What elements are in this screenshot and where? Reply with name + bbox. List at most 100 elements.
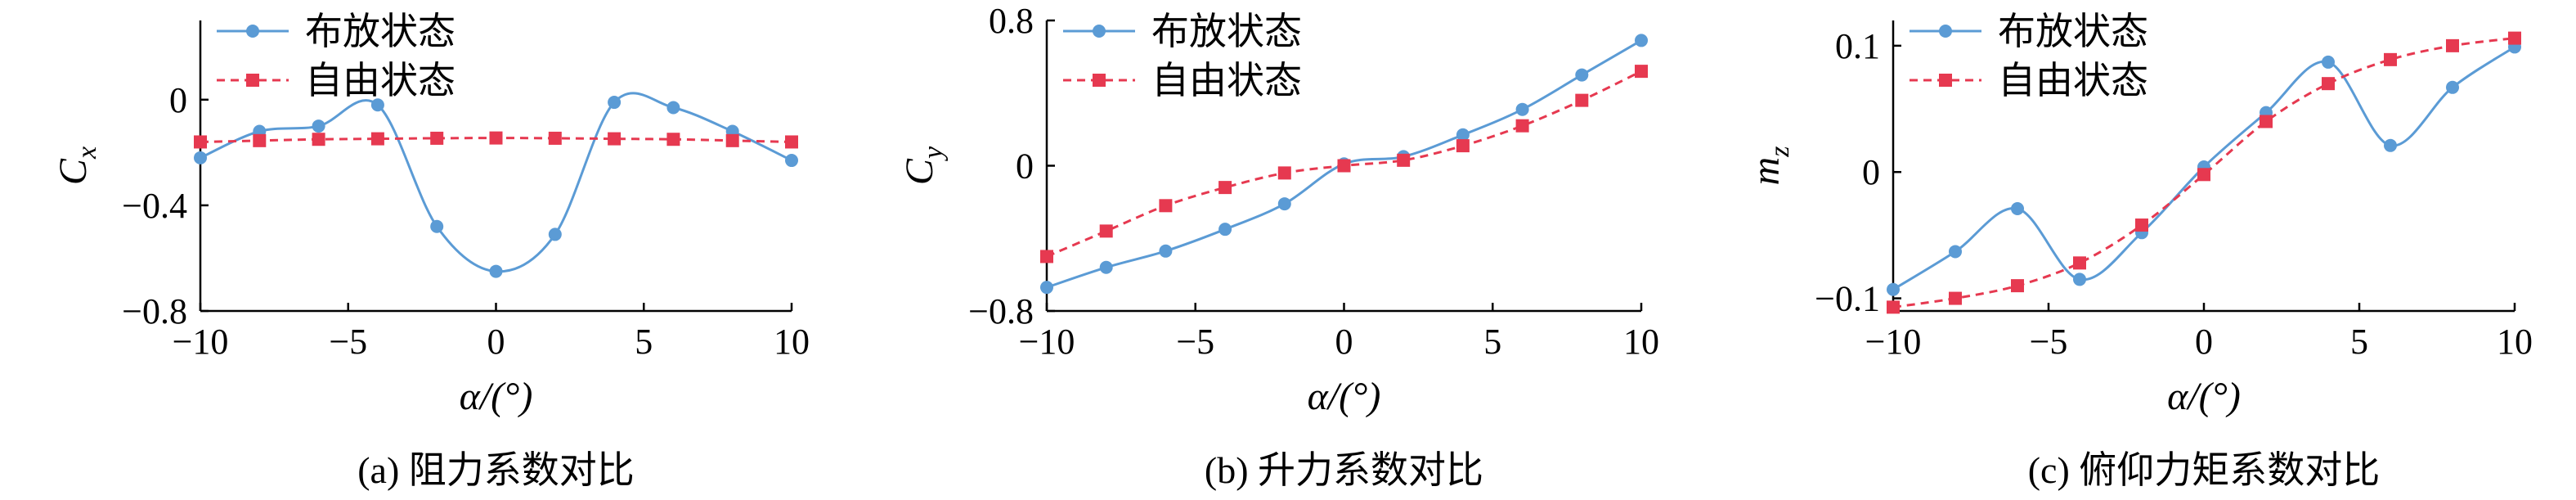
data-point-deployed	[2384, 138, 2397, 152]
x-axis-label: α/(°)	[1308, 375, 1381, 418]
data-point-free	[2197, 168, 2210, 182]
data-point-deployed	[1218, 223, 1232, 236]
data-point-deployed	[1949, 245, 1962, 259]
y-tick-label: −0.8	[968, 291, 1034, 331]
y-axis-subscript: x	[72, 146, 102, 160]
data-point-free	[1949, 291, 1962, 305]
y-tick-label: 0	[169, 80, 187, 120]
series-line-deployed	[200, 92, 792, 273]
panel-caption: (c) 俯仰力矩系数对比	[2028, 449, 2381, 491]
panel-drag-coefficient: −10 −5 0 5 10 0 −0.4 −0.8 Cx α/(°) (a) 阻力系数对比 布放状态自…	[52, 11, 810, 491]
legend-swatch-marker	[1093, 74, 1106, 87]
legend-swatch-marker	[1093, 25, 1106, 38]
x-tick-label: 5	[2350, 322, 2368, 362]
data-point-free	[2073, 256, 2086, 270]
data-point-deployed	[2073, 273, 2086, 286]
legend-item-free: 自由状态	[217, 60, 456, 101]
data-point-free	[2384, 52, 2397, 66]
data-point-deployed	[2322, 55, 2335, 69]
y-axis-label: mz	[1744, 146, 1795, 186]
legend-label: 布放状态	[1998, 11, 2148, 52]
data-point-free	[1635, 65, 1648, 79]
data-point-free	[2260, 115, 2273, 128]
data-point-free	[1159, 199, 1173, 213]
y-axis-label: Cy	[898, 146, 949, 185]
y-axis-label: Cx	[52, 146, 102, 185]
data-point-free	[608, 132, 622, 146]
legend-item-deployed: 布放状态	[1910, 11, 2148, 52]
legend-item-free: 自由状态	[1910, 60, 2148, 101]
data-point-deployed	[312, 119, 325, 133]
y-axis-symbol: C	[52, 158, 95, 185]
x-tick-label: 0	[487, 322, 505, 362]
series-free	[194, 131, 798, 149]
data-point-deployed	[608, 96, 622, 110]
data-point-deployed	[370, 98, 384, 112]
data-point-free	[2135, 218, 2148, 232]
data-point-free	[1277, 166, 1291, 180]
data-point-deployed	[1887, 282, 1900, 296]
y-axis-symbol: m	[1744, 157, 1788, 186]
x-tick-label: −5	[1176, 322, 1214, 362]
y-tick-label: 0	[1016, 146, 1034, 187]
x-tick-label: 5	[1483, 322, 1501, 362]
data-point-deployed	[1635, 34, 1648, 47]
data-point-free	[1515, 119, 1529, 133]
data-point-deployed	[194, 151, 207, 164]
legend-item-free: 自由状态	[1063, 60, 1302, 101]
series-free	[1887, 31, 2521, 314]
data-point-free	[666, 133, 680, 146]
legend-swatch-marker	[1939, 74, 1952, 87]
x-tick-label: −10	[1019, 322, 1075, 362]
data-point-free	[1337, 159, 1351, 173]
x-tick-label: −10	[1865, 322, 1922, 362]
y-tick-label: 0.1	[1835, 26, 1880, 66]
series-line-free	[1892, 37, 2515, 309]
x-tick-label: 5	[635, 322, 653, 362]
data-point-deployed	[2011, 201, 2024, 215]
data-point-free	[2011, 279, 2024, 293]
y-tick-label: −0.4	[122, 186, 187, 226]
series-deployed	[194, 92, 798, 278]
data-point-free	[430, 131, 444, 145]
data-point-free	[1456, 139, 1470, 153]
data-point-free	[1887, 300, 1900, 314]
y-tick-label: 0.8	[989, 1, 1034, 41]
data-point-deployed	[1515, 102, 1529, 116]
x-tick-label: −5	[329, 322, 367, 362]
x-tick-label: 10	[774, 322, 810, 362]
legend-label: 自由状态	[305, 60, 456, 101]
data-point-deployed	[548, 227, 562, 241]
x-tick-label: 10	[1623, 322, 1659, 362]
x-tick-label: 0	[2195, 322, 2213, 362]
data-point-free	[725, 133, 739, 147]
data-point-free	[1218, 181, 1232, 195]
data-point-deployed	[1099, 260, 1113, 274]
data-point-deployed	[785, 154, 798, 168]
data-point-free	[2446, 38, 2459, 52]
y-axis-subscript: y	[918, 146, 949, 161]
x-tick-label: −5	[2030, 322, 2068, 362]
data-point-deployed	[1277, 197, 1291, 211]
series-free	[1040, 65, 1648, 264]
data-point-deployed	[1456, 128, 1470, 142]
legend-swatch-marker	[1939, 25, 1952, 38]
y-axis-symbol: C	[898, 158, 941, 185]
data-point-free	[489, 131, 503, 145]
legend-label: 自由状态	[1998, 60, 2148, 101]
data-point-free	[194, 135, 207, 149]
data-point-free	[370, 132, 384, 146]
x-tick-label: −10	[173, 322, 229, 362]
y-tick-label: −0.1	[1815, 279, 1880, 319]
data-point-free	[253, 133, 267, 147]
data-point-deployed	[430, 219, 444, 233]
legend-label: 自由状态	[1151, 60, 1302, 101]
data-point-free	[312, 133, 325, 146]
y-tick-label: 0	[1862, 152, 1880, 192]
legend-label: 布放状态	[1151, 11, 1302, 52]
legend-swatch-marker	[246, 25, 259, 38]
x-axis-label: α/(°)	[2167, 375, 2241, 418]
